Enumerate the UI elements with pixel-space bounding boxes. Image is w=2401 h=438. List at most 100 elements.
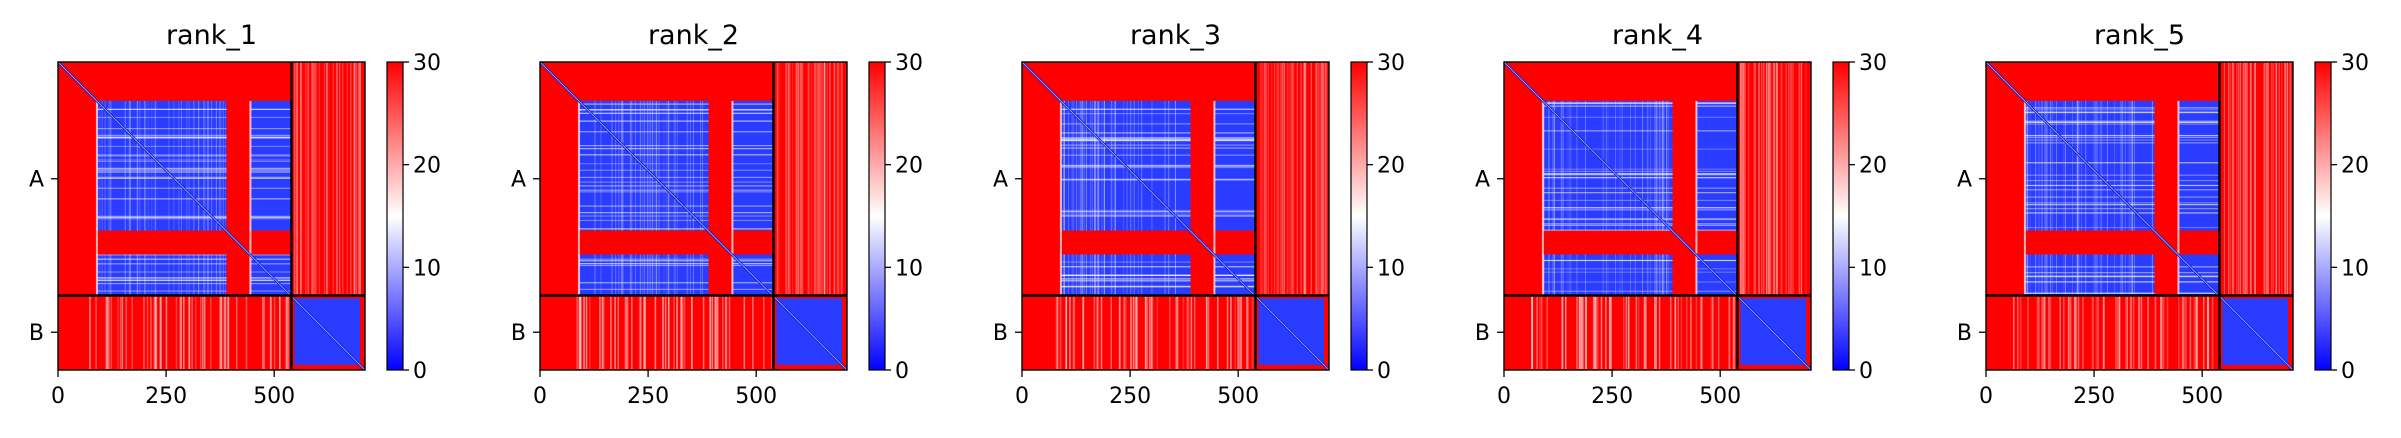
heatmap-streak-ba bbox=[318, 62, 320, 296]
heatmap-streak-ab bbox=[117, 296, 119, 369]
heatmap-streak-ab bbox=[2118, 296, 2120, 369]
heatmap-band bbox=[578, 112, 709, 114]
heatmap-band bbox=[250, 290, 292, 292]
heatmap-streak-ba bbox=[808, 62, 810, 296]
heatmap-streak-ba bbox=[299, 62, 302, 296]
heatmap-streak bbox=[222, 100, 224, 296]
heatmap-streak-ba bbox=[1287, 62, 1289, 296]
heatmap-diagonal-highlight bbox=[1985, 61, 2294, 371]
heatmap-streak bbox=[188, 100, 190, 296]
heatmap-streak-ba bbox=[817, 62, 819, 296]
heatmap-band bbox=[96, 154, 227, 156]
heatmap-band bbox=[96, 145, 227, 148]
heatmap-band bbox=[578, 282, 709, 284]
heatmap-streak-ab bbox=[1176, 296, 1178, 369]
heatmap-streak-ab bbox=[614, 296, 616, 369]
heatmap-band bbox=[2178, 184, 2220, 187]
colorbar-tick-label: 10 bbox=[1859, 256, 1887, 281]
heatmap-band bbox=[1696, 209, 1738, 211]
heatmap-streak-ba bbox=[2249, 62, 2251, 296]
heatmap-streak-ab bbox=[1605, 296, 1607, 369]
heatmap-streak-ba bbox=[820, 62, 822, 296]
heatmap-edge bbox=[2177, 100, 2180, 296]
heatmap-band bbox=[250, 116, 292, 119]
heatmap-streak bbox=[656, 100, 658, 296]
heatmap-band bbox=[1060, 266, 1191, 268]
heatmap-streak-ba bbox=[815, 62, 817, 296]
heatmap-streak bbox=[651, 100, 653, 296]
heatmap-streak-ab bbox=[2162, 296, 2165, 369]
heatmap-streak bbox=[1141, 100, 1143, 296]
heatmap-streak-ba bbox=[2290, 62, 2292, 296]
heatmap-streak-ab bbox=[2182, 296, 2184, 369]
heatmap-streak-ab bbox=[183, 296, 185, 369]
heatmap-streak-ba bbox=[2286, 62, 2289, 296]
heatmap-streak-ab bbox=[1176, 296, 1179, 369]
heatmap-band bbox=[1542, 168, 1673, 170]
panel-title: rank_3 bbox=[1130, 20, 1221, 51]
heatmap-streak-ba bbox=[823, 62, 826, 296]
heatmap-streak bbox=[2101, 100, 2103, 296]
heatmap-streak-ab bbox=[180, 296, 182, 369]
heatmap-band bbox=[1060, 132, 1191, 134]
heatmap-streak-ab bbox=[2041, 296, 2043, 369]
heatmap-streak bbox=[1650, 100, 1652, 296]
heatmap-band bbox=[1060, 113, 1191, 115]
colorbar bbox=[1350, 61, 1368, 371]
heatmap-band bbox=[96, 108, 227, 110]
heatmap-band bbox=[578, 288, 709, 291]
heatmap-streak-ab bbox=[1110, 296, 1112, 369]
heatmap-band bbox=[2178, 111, 2220, 114]
heatmap-streak bbox=[646, 100, 648, 296]
colorbar-tick-label: 30 bbox=[895, 51, 923, 76]
heatmap-streak-ab bbox=[1238, 296, 1240, 369]
heatmap-streak-ab bbox=[1561, 296, 1564, 369]
heatmap-streak bbox=[108, 100, 110, 296]
heatmap-streak bbox=[1568, 100, 1570, 296]
heatmap-band bbox=[1214, 164, 1256, 167]
heatmap-streak bbox=[668, 100, 670, 296]
heatmap-streak-ba bbox=[1748, 62, 1750, 296]
heatmap-band bbox=[578, 228, 709, 230]
heatmap-streak-ab bbox=[2189, 296, 2192, 369]
heatmap-streak bbox=[2114, 100, 2116, 296]
heatmap-streak-ab bbox=[743, 296, 746, 369]
heatmap-streak-ba bbox=[1800, 62, 1802, 296]
heatmap-band bbox=[732, 112, 774, 115]
heatmap-streak-ba bbox=[1304, 62, 1307, 296]
x-tick-label: 250 bbox=[145, 384, 187, 409]
heatmap-streak-ab bbox=[1539, 296, 1541, 369]
heatmap-streak-ab bbox=[722, 296, 724, 369]
heatmap-streak bbox=[2106, 100, 2108, 296]
heatmap-streak-ab bbox=[235, 296, 238, 369]
heatmap-streak bbox=[101, 100, 103, 296]
heatmap-band bbox=[1214, 215, 1256, 217]
heatmap-band bbox=[1060, 140, 1191, 142]
heatmap-streak-ba bbox=[1773, 62, 1775, 296]
heatmap-streak-ba bbox=[2228, 62, 2230, 296]
heatmap-band bbox=[2178, 292, 2220, 294]
heatmap-streak-ba bbox=[301, 62, 303, 296]
heatmap-streak bbox=[644, 100, 646, 296]
heatmap-streak bbox=[2131, 100, 2133, 296]
heatmap-streak-ab bbox=[1151, 296, 1154, 369]
heatmap-band bbox=[1542, 116, 1673, 118]
heatmap-streak-ab bbox=[1072, 296, 1075, 369]
heatmap-band bbox=[1060, 138, 1191, 140]
heatmap-streak-ba bbox=[2275, 62, 2277, 296]
colorbar-tick-label: 0 bbox=[413, 359, 427, 384]
heatmap-streak-ba bbox=[2236, 62, 2238, 296]
heatmap-band bbox=[96, 134, 227, 136]
heatmap-streak-ba bbox=[816, 62, 818, 296]
heatmap-streak-ba bbox=[315, 62, 318, 296]
heatmap-streak-ba bbox=[1283, 62, 1286, 296]
heatmap-streak bbox=[137, 100, 139, 296]
heatmap-streak-ab bbox=[2147, 296, 2149, 369]
heatmap-streak-ab bbox=[1150, 296, 1153, 369]
x-tick-label: 500 bbox=[1217, 384, 1259, 409]
heatmap-streak bbox=[1619, 100, 1621, 296]
heatmap-streak-ab bbox=[210, 296, 212, 369]
heatmap-band bbox=[1214, 280, 1256, 282]
heatmap-streak bbox=[198, 100, 200, 296]
heatmap-streak-ab bbox=[1069, 296, 1071, 369]
